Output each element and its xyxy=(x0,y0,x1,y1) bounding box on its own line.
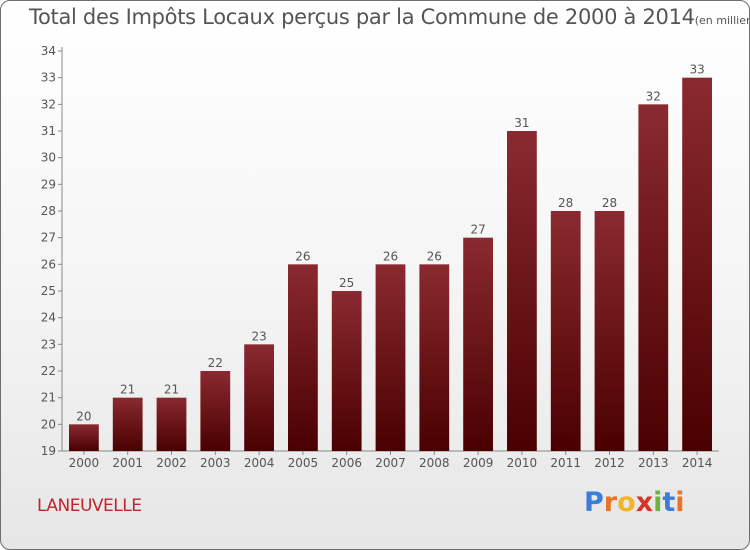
y-tick-label: 20 xyxy=(41,417,56,431)
logo-letter: t xyxy=(662,487,676,518)
bar-2006 xyxy=(331,291,362,451)
bar-value-label: 28 xyxy=(558,196,573,210)
y-tick-label: 19 xyxy=(41,444,56,458)
bar-value-label: 20 xyxy=(76,409,91,423)
bar-value-label: 26 xyxy=(427,249,442,263)
x-tick-label: 2012 xyxy=(594,456,625,470)
bar-value-label: 21 xyxy=(120,383,135,397)
bar-value-label: 26 xyxy=(295,249,310,263)
bar-2011 xyxy=(550,211,581,451)
y-tick-label: 22 xyxy=(41,364,56,378)
bars xyxy=(69,77,712,452)
bar-2014 xyxy=(682,77,712,452)
x-tick-label: 2006 xyxy=(331,456,362,470)
y-tick-label: 21 xyxy=(41,391,56,405)
bar-value-label: 27 xyxy=(470,223,485,237)
bar-2008 xyxy=(419,264,450,451)
x-tick-label: 2003 xyxy=(200,456,231,470)
y-tick-label: 27 xyxy=(41,231,56,245)
bar-value-label: 23 xyxy=(251,329,266,343)
logo-letter: i xyxy=(653,487,663,518)
bar-2009 xyxy=(463,237,493,451)
bar-value-label: 21 xyxy=(164,383,179,397)
x-tick-label: 2002 xyxy=(156,456,187,470)
y-tick-label: 28 xyxy=(41,204,56,218)
proxiti-logo: Proxiti xyxy=(584,487,685,518)
bar-value-label: 33 xyxy=(689,63,704,77)
bar-value-label: 31 xyxy=(514,116,529,130)
x-tick-label: 2011 xyxy=(550,456,581,470)
y-tick-label: 30 xyxy=(41,151,56,165)
logo-letter: r xyxy=(603,487,618,518)
bar-2007 xyxy=(375,264,406,451)
bar-2000 xyxy=(69,424,99,451)
bar-2004 xyxy=(244,344,274,451)
x-tick-label: 2000 xyxy=(69,456,100,470)
bar-value-label: 32 xyxy=(646,89,661,103)
logo-letter: P xyxy=(584,487,604,518)
x-tick-label: 2014 xyxy=(682,456,713,470)
logo-letter: i xyxy=(675,487,685,518)
bar-2002 xyxy=(156,397,187,451)
bar-2003 xyxy=(200,371,231,451)
chart-title-unit: (en milliers d'€) xyxy=(694,14,749,27)
y-tick-label: 31 xyxy=(41,124,56,138)
bar-2013 xyxy=(638,104,669,451)
x-tick-label: 2007 xyxy=(375,456,406,470)
data-labels: 20 21 21 22 23 26 25 26 26 27 31 28 28 32 33 xyxy=(76,63,704,424)
logo-letter: o xyxy=(617,487,636,518)
y-tick-label: 23 xyxy=(41,337,56,351)
x-tick-label: 2004 xyxy=(244,456,275,470)
y-tick-label: 24 xyxy=(41,311,56,325)
x-tick-label: 2009 xyxy=(463,456,494,470)
x-tick-label: 2013 xyxy=(638,456,669,470)
chart-title-main: Total des Impôts Locaux perçus par la Co… xyxy=(29,5,695,29)
bar-value-label: 28 xyxy=(602,196,617,210)
bar-value-label: 26 xyxy=(383,249,398,263)
y-tick-label: 34 xyxy=(41,44,56,58)
x-tick-label: 2010 xyxy=(507,456,538,470)
logo-letter: x xyxy=(635,487,654,518)
y-tick-label: 26 xyxy=(41,257,56,271)
y-tick-label: 25 xyxy=(41,284,56,298)
bar-2005 xyxy=(288,264,318,451)
x-tick-label: 2005 xyxy=(288,456,319,470)
bar-2001 xyxy=(112,397,143,451)
y-tick-label: 32 xyxy=(41,97,56,111)
axes: 19 20 21 22 23 24 25 26 27 28 29 30 31 32 33 34 2000 2001… xyxy=(41,44,719,470)
commune-name: LANEUVELLE xyxy=(37,496,142,516)
y-tick-label: 33 xyxy=(41,71,56,85)
x-tick-label: 2001 xyxy=(112,456,143,470)
x-tick-label: 2008 xyxy=(419,456,450,470)
bar-2010 xyxy=(507,131,537,451)
bar-value-label: 25 xyxy=(339,276,354,290)
y-tick-label: 29 xyxy=(41,177,56,191)
chart-title: Total des Impôts Locaux perçus par la Co… xyxy=(29,5,749,29)
bar-2012 xyxy=(594,211,625,451)
bar-value-label: 22 xyxy=(208,356,223,370)
